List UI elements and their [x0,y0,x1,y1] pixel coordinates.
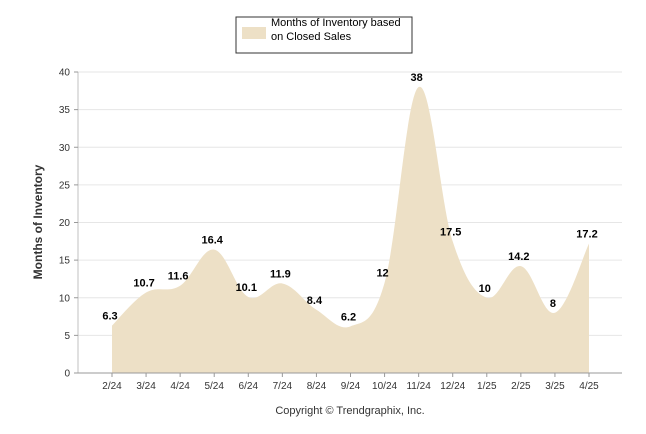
copyright-footer: Copyright © Trendgraphix, Inc. [275,405,424,417]
y-tick-label: 40 [59,68,71,79]
axes [74,71,622,377]
data-label: 8 [550,298,556,310]
data-label: 11.9 [270,268,291,280]
x-tick-label: 4/24 [170,381,190,392]
y-tick-label: 30 [59,143,71,154]
y-tick-label: 10 [59,293,71,304]
x-tick-label: 1/25 [477,381,497,392]
legend-label-line1: Months of Inventory based [271,17,401,29]
data-label: 38 [411,72,423,84]
data-label: 10 [479,283,491,295]
x-tick-label: 11/24 [406,381,431,392]
y-tick-labels: 0 5 10 15 20 25 30 35 40 [59,68,71,380]
legend[interactable]: Months of Inventory based on Closed Sale… [235,16,413,54]
x-tick-label: 3/24 [136,381,156,392]
data-label: 16.4 [202,235,224,247]
x-tick-label: 2/24 [102,381,122,392]
data-label: 6.3 [102,311,117,323]
data-label: 10.1 [236,282,257,294]
legend-label-line2: on Closed Sales [271,31,352,43]
x-tick-labels: 2/24 3/24 4/24 5/24 6/24 7/24 8/24 9/24 10/24 11/… [102,381,599,392]
x-tick-label: 9/24 [341,381,361,392]
y-tick-label: 20 [59,218,71,229]
x-tick-label: 2/25 [511,381,531,392]
x-tick-label: 5/24 [204,381,224,392]
data-label: 6.2 [341,311,356,323]
data-label: 8.4 [307,295,323,307]
y-tick-label: 15 [59,256,71,267]
data-label: 11.6 [168,271,189,283]
data-label: 17.2 [576,229,597,241]
data-labels: 6.3 10.7 11.6 16.4 10.1 11.9 8.4 6.2 12 38 17.5 10 1… [102,72,597,323]
x-tick-label: 6/24 [239,381,259,392]
x-tick-label: 3/25 [545,381,565,392]
y-tick-label: 0 [64,369,70,380]
y-axis-title: Months of Inventory [31,164,45,279]
y-tick-label: 35 [59,105,71,116]
data-label: 17.5 [440,226,461,238]
data-label: 12 [376,268,388,280]
legend-swatch [242,27,266,39]
y-tick-label: 25 [59,180,71,191]
data-label: 10.7 [133,277,154,289]
x-tick-label: 8/24 [307,381,327,392]
x-tick-label: 4/25 [579,381,599,392]
x-tick-label: 7/24 [273,381,293,392]
y-tick-label: 5 [64,331,70,342]
data-label: 14.2 [508,251,529,263]
x-tick-label: 10/24 [372,381,397,392]
x-tick-label: 12/24 [440,381,465,392]
series-area [112,86,589,373]
